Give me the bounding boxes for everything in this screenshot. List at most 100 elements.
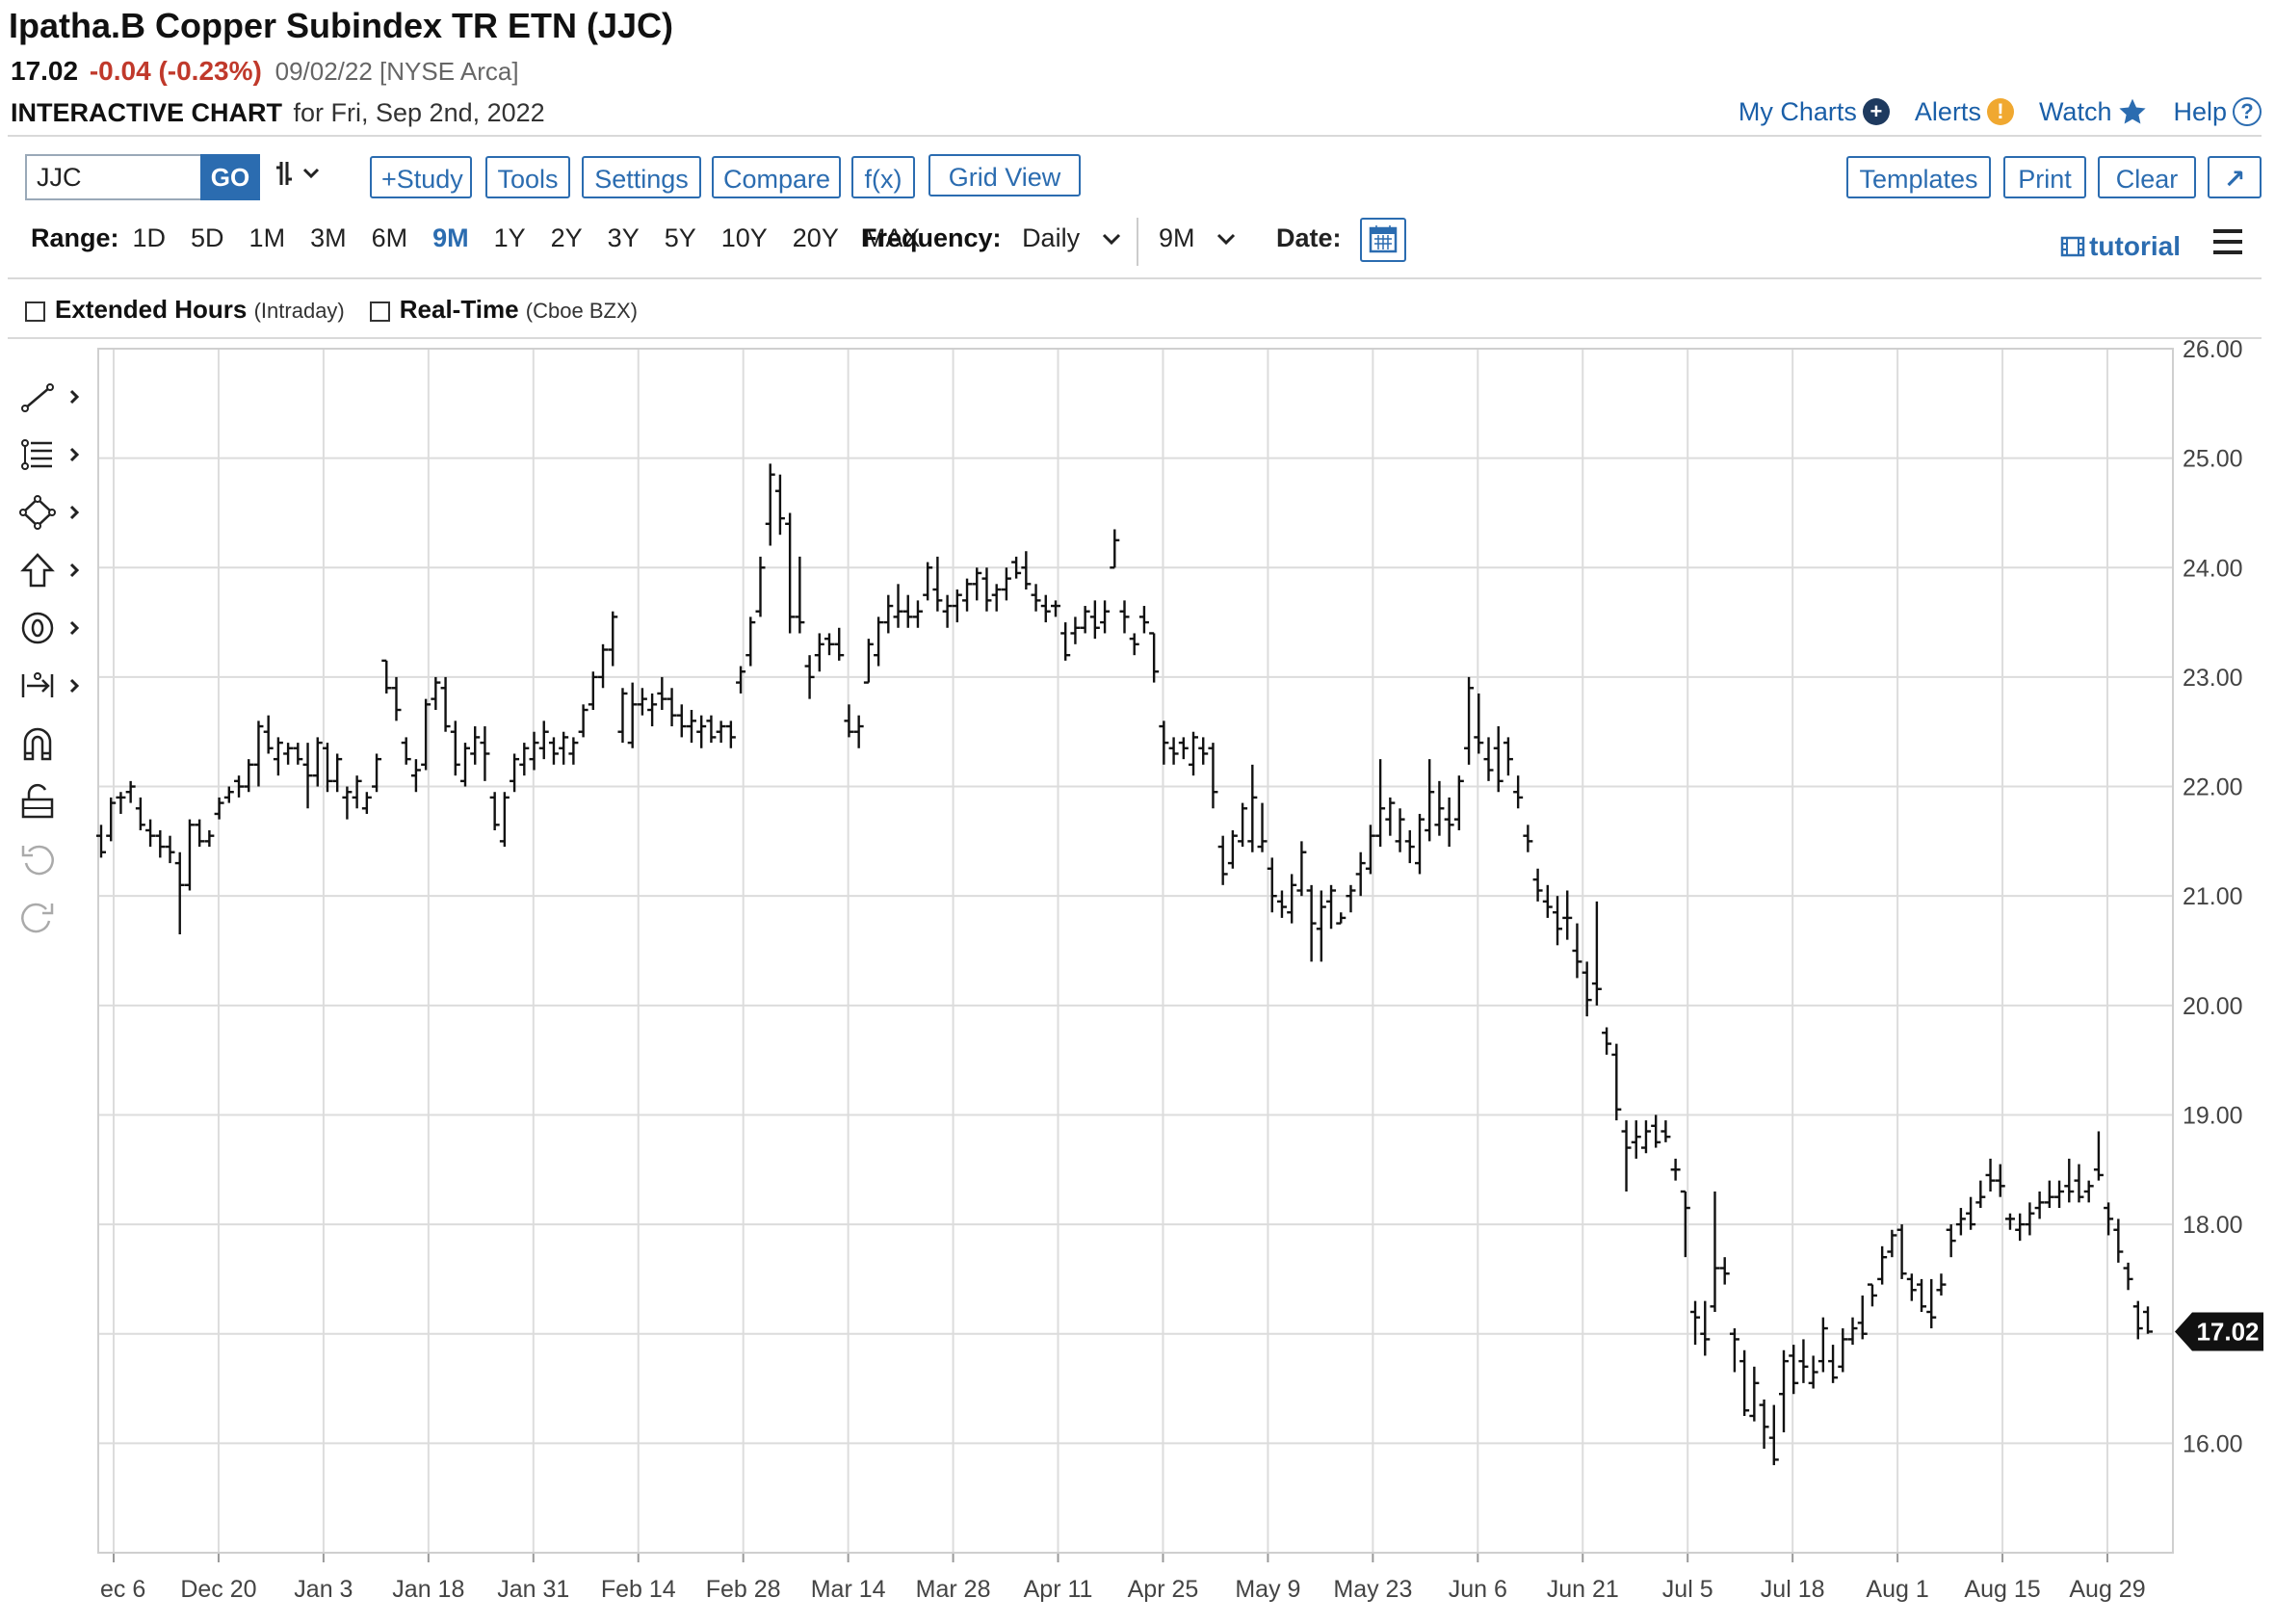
ohlc-bar	[1276, 890, 1287, 918]
real-time-checkbox[interactable]: Real-Time (Cboe BZX)	[369, 295, 638, 325]
top-links: My Charts + Alerts ! Watch Help ?	[1739, 96, 2262, 127]
ohlc-bar	[755, 556, 766, 617]
go-button[interactable]: GO	[200, 154, 260, 200]
ohlc-bar	[125, 780, 136, 803]
extended-hours-label: Extended Hours	[55, 295, 248, 324]
ohlc-bar	[893, 584, 903, 628]
ohlc-bar	[824, 633, 835, 656]
settings-button[interactable]: Settings	[582, 156, 701, 198]
bar-type-dropdown[interactable]	[274, 154, 331, 207]
range-option-1y[interactable]: 1Y	[493, 223, 526, 252]
grid-view-button[interactable]: Grid View	[928, 154, 1081, 196]
tutorial-label: tutorial	[2089, 231, 2181, 261]
chevron-down-icon	[1102, 233, 1120, 246]
range-option-max[interactable]: MAX	[863, 223, 921, 252]
y-tick-label: 22.00	[2183, 774, 2243, 801]
ohlc-bar	[106, 797, 117, 842]
options-divider	[8, 337, 2262, 339]
range-option-3m[interactable]: 3M	[310, 223, 347, 252]
chart-options: Extended Hours (Intraday) Real-Time (Cbo…	[25, 295, 638, 325]
ohlc-bar	[253, 720, 264, 787]
ohlc-bar	[2015, 1213, 2026, 1242]
templates-button[interactable]: Templates	[1846, 156, 1991, 198]
price-chart[interactable]: 16.0017.0018.0019.0020.0021.0022.0023.00…	[0, 337, 2275, 1624]
range-option-3y[interactable]: 3Y	[607, 223, 640, 252]
unlock-icon[interactable]	[17, 782, 85, 821]
hamburger-menu-icon[interactable]	[2213, 229, 2242, 261]
range-option-1m[interactable]: 1M	[248, 223, 286, 252]
symbol-input[interactable]: JJC	[25, 154, 202, 200]
tools-button[interactable]: Tools	[485, 156, 570, 198]
ohlc-bar	[1306, 884, 1317, 962]
ohlc-bar	[1759, 1399, 1769, 1450]
ohlc-bar	[2044, 1180, 2054, 1209]
ohlc-bar	[1995, 1164, 2005, 1197]
ohlc-bar	[1660, 1120, 1671, 1142]
ohlc-bar	[1906, 1273, 1917, 1301]
ohlc-bar	[696, 715, 707, 748]
expand-button[interactable]: ↗	[2208, 156, 2262, 198]
period-value: 9M	[1159, 223, 1195, 252]
clear-button[interactable]: Clear	[2098, 156, 2196, 198]
chart-date: for Fri, Sep 2nd, 2022	[293, 98, 545, 127]
range-option-6m[interactable]: 6M	[371, 223, 408, 252]
ohlc-bar	[1040, 594, 1051, 623]
ohlc-bar	[421, 698, 431, 771]
ohlc-bar	[1110, 529, 1120, 569]
tutorial-link[interactable]: tutorial	[2060, 231, 2181, 262]
alerts-link[interactable]: Alerts !	[1915, 97, 2014, 127]
fibonacci-tool[interactable]	[17, 435, 85, 474]
ohlc-bar	[352, 775, 362, 809]
x-tick-label: Jan 31	[497, 1576, 569, 1603]
ohlc-bar	[499, 792, 510, 848]
redo-icon[interactable]	[17, 898, 85, 936]
function-button[interactable]: f(x)	[851, 156, 915, 198]
ohlc-bar	[1375, 759, 1386, 848]
undo-icon[interactable]	[17, 840, 85, 878]
plot-frame	[97, 348, 2174, 1554]
range-option-20y[interactable]: 20Y	[792, 223, 839, 252]
ohlc-bars	[96, 463, 2153, 1466]
compare-button[interactable]: Compare	[712, 156, 841, 198]
ohlc-bar	[1562, 890, 1573, 940]
my-charts-link[interactable]: My Charts +	[1739, 97, 1890, 127]
line-tool[interactable]	[17, 378, 85, 416]
watch-link[interactable]: Watch	[2039, 96, 2149, 127]
ohlc-bar	[1975, 1180, 1986, 1209]
date-label: Date:	[1276, 223, 1342, 252]
calendar-button[interactable]	[1360, 218, 1406, 262]
range-option-2y[interactable]: 2Y	[550, 223, 583, 252]
range-option-1d[interactable]: 1D	[132, 223, 167, 252]
shape-tool[interactable]	[17, 493, 85, 532]
ohlc-bar	[874, 616, 884, 667]
checkbox-icon	[25, 301, 45, 322]
ohlc-bar	[1138, 606, 1149, 634]
print-button[interactable]: Print	[2003, 156, 2086, 198]
ohlc-bar	[1316, 890, 1326, 962]
help-link[interactable]: Help ?	[2173, 97, 2262, 127]
range-option-10y[interactable]: 10Y	[720, 223, 768, 252]
study-button[interactable]: +Study	[370, 156, 472, 198]
ohlc-bar	[795, 556, 805, 634]
ohlc-bar	[1582, 961, 1592, 1017]
ohlc-bar	[1050, 600, 1060, 617]
ohlc-bar	[1847, 1317, 1858, 1346]
ohlc-bar	[1739, 1349, 1750, 1416]
frequency-selector[interactable]: Frequency: Daily	[861, 223, 1122, 253]
ohlc-bar	[1414, 813, 1425, 875]
alerts-label: Alerts	[1914, 96, 1981, 126]
extended-hours-checkbox[interactable]: Extended Hours (Intraday)	[25, 295, 345, 325]
ohlc-bar	[814, 633, 824, 672]
ohlc-bar	[1355, 851, 1366, 897]
period-selector[interactable]: 9M	[1159, 223, 1237, 253]
arrow-tool[interactable]	[17, 551, 85, 589]
range-option-5d[interactable]: 5D	[191, 223, 224, 252]
y-tick-label: 26.00	[2183, 337, 2243, 363]
range-option-9m[interactable]: 9M	[432, 223, 469, 252]
annotation-tool[interactable]	[17, 609, 85, 647]
last-price-badge-shape	[2175, 1312, 2263, 1351]
ohlc-bar	[2004, 1213, 2015, 1230]
measure-tool[interactable]	[17, 667, 85, 705]
magnet-icon[interactable]	[17, 724, 85, 763]
range-option-5y[interactable]: 5Y	[664, 223, 696, 252]
